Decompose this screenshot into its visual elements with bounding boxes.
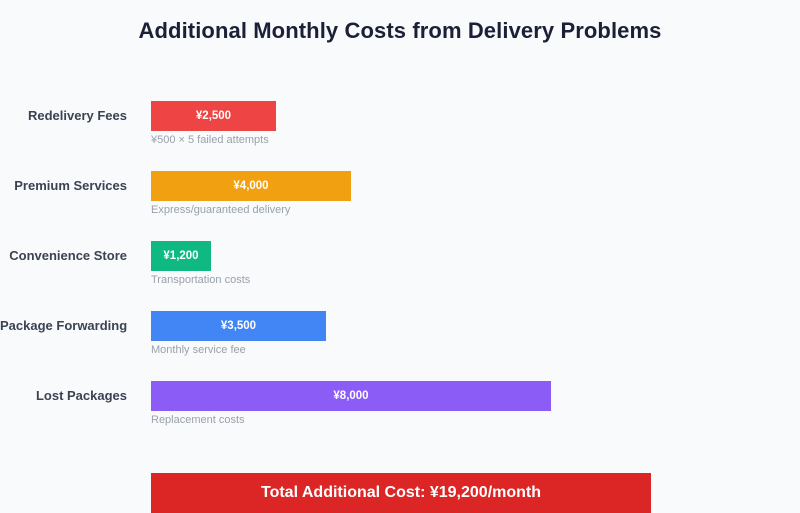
bar-row: Convenience Store ¥1,200 Transportation … [0,241,800,311]
bar-row-label: Lost Packages [35,388,127,403]
bar-caption: Replacement costs [151,414,245,426]
bar-row-label: Convenience Store [9,248,127,263]
bar-row-label: Redelivery Fees [27,108,127,123]
bar-row: Redelivery Fees ¥2,500 ¥500 × 5 failed a… [0,101,800,171]
bar-redelivery-fees[interactable]: ¥2,500 [151,101,276,131]
bar-row-label: Premium Services [14,178,127,193]
bar-value-label: ¥8,000 [333,390,369,402]
page-title: Additional Monthly Costs from Delivery P… [138,18,662,43]
bar-convenience-store[interactable]: ¥1,200 [151,241,211,271]
bar-value-label: ¥2,500 [195,110,232,122]
bar-value-label: ¥3,500 [220,320,257,332]
bar-value-label: ¥1,200 [163,250,199,262]
bar-row: Premium Services ¥4,000 Express/guarante… [0,171,800,241]
bar-row: Lost Packages ¥8,000 Replacement costs [0,381,800,451]
bar-lost-packages[interactable]: ¥8,000 [151,381,551,411]
bar-value-label: ¥4,000 [233,180,269,192]
bar-premium-services[interactable]: ¥4,000 [151,171,351,201]
bar-caption: Transportation costs [151,274,251,286]
total-cost-bar[interactable]: Total Additional Cost: ¥19,200/month [151,473,651,513]
bar-row: Package Forwarding ¥3,500 Monthly servic… [0,311,800,381]
bar-package-forwarding[interactable]: ¥3,500 [151,311,326,341]
bar-row-label: Package Forwarding [0,318,128,333]
bar-caption: ¥500 × 5 failed attempts [151,134,269,146]
bar-caption: Monthly service fee [151,344,246,356]
total-cost-label: Total Additional Cost: ¥19,200/month [260,484,542,501]
cost-breakdown-chart: Additional Monthly Costs from Delivery P… [0,18,800,513]
bar-caption: Express/guaranteed delivery [151,204,291,216]
